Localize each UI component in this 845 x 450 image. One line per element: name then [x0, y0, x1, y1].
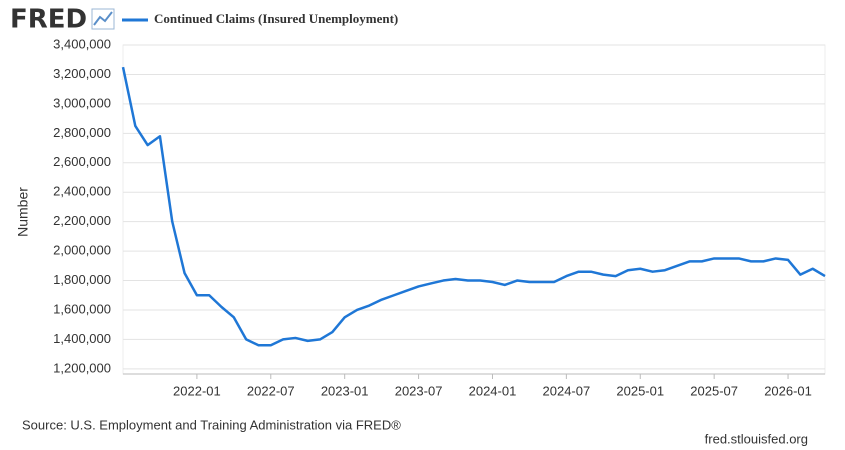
y-tick-label: 2,600,000	[53, 154, 111, 169]
logo-icon	[91, 8, 115, 30]
y-tick-label: 2,400,000	[53, 184, 111, 199]
x-tick-label: 2023-07	[395, 383, 443, 398]
x-tick-label: 2022-01	[173, 383, 221, 398]
x-tick-label: 2026-01	[764, 383, 812, 398]
x-tick-label: 2025-01	[616, 383, 664, 398]
y-tick-label: 1,200,000	[53, 360, 111, 375]
y-tick-label: 3,000,000	[53, 95, 111, 110]
y-tick-label: 2,000,000	[53, 243, 111, 258]
x-tick-label: 2024-07	[543, 383, 591, 398]
y-tick-label: 1,600,000	[53, 301, 111, 316]
x-tick-label: 2025-07	[690, 383, 738, 398]
source: Source: U.S. Employment and Training Adm…	[22, 417, 401, 432]
plot-area: 1,200,000 1,400,000 1,600,000 1,800,000 2,00…	[53, 36, 826, 398]
legend-label: Continued Claims (Insured Unemployment)	[154, 11, 398, 26]
x-tick-label: 2023-01	[321, 383, 369, 398]
y-tick-label: 1,800,000	[53, 272, 111, 287]
logo: FRED	[10, 5, 87, 35]
credit: fred.stlouisfed.org	[705, 431, 808, 446]
x-tick-label: 2024-01	[469, 383, 517, 398]
y-tick-label: 3,400,000	[53, 36, 111, 51]
plot-background	[122, 44, 826, 375]
x-tick-label: 2022-07	[247, 383, 295, 398]
y-tick-label: 3,200,000	[53, 66, 111, 81]
y-tick-label: 1,400,000	[53, 331, 111, 346]
y-axis-label: Number	[15, 187, 31, 237]
y-tick-label: 2,800,000	[53, 125, 111, 140]
series-line	[121, 66, 826, 347]
y-tick-label: 2,200,000	[53, 213, 111, 228]
